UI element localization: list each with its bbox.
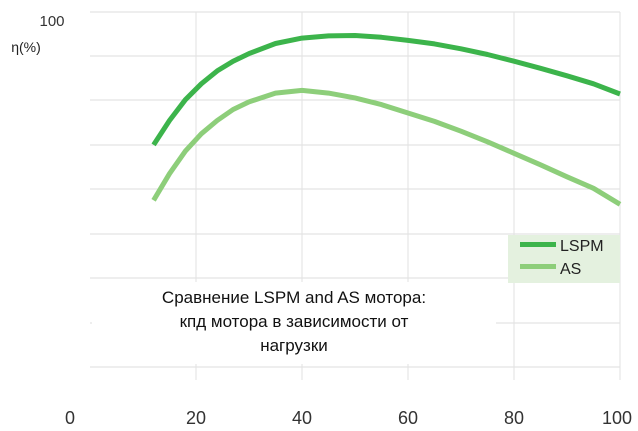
x-tick-label-20: 20 bbox=[186, 408, 206, 428]
y-axis-top-tick-label: 100 bbox=[39, 13, 64, 30]
legend-swatch-as bbox=[520, 264, 556, 269]
x-tick-label-100: 100 bbox=[602, 408, 632, 428]
chart-caption: Сравнение LSPM and AS мотора: кпд мотора… bbox=[92, 282, 496, 364]
series-line-lspm bbox=[151, 33, 621, 147]
legend: LSPM AS bbox=[508, 235, 620, 283]
x-tick-label-40: 40 bbox=[292, 408, 312, 428]
legend-swatch-lspm bbox=[520, 242, 556, 247]
series-layer bbox=[151, 33, 622, 207]
x-tick-label-0: 0 bbox=[65, 408, 75, 428]
legend-label-lspm: LSPM bbox=[560, 238, 604, 255]
x-tick-label-60: 60 bbox=[398, 408, 418, 428]
x-tick-label-80: 80 bbox=[504, 408, 524, 428]
x-axis-tick-labels: 0 20 40 60 80 100 bbox=[65, 408, 632, 428]
y-axis-label: η(%) bbox=[11, 39, 41, 55]
legend-label-as: AS bbox=[560, 261, 581, 278]
caption-line-2: кпд мотора в зависимости от bbox=[179, 312, 409, 331]
caption-line-1: Сравнение LSPM and AS мотора: bbox=[161, 288, 427, 307]
caption-line-3: нагрузки bbox=[260, 336, 328, 355]
series-line-as bbox=[151, 87, 622, 207]
grid-lines bbox=[90, 11, 621, 380]
